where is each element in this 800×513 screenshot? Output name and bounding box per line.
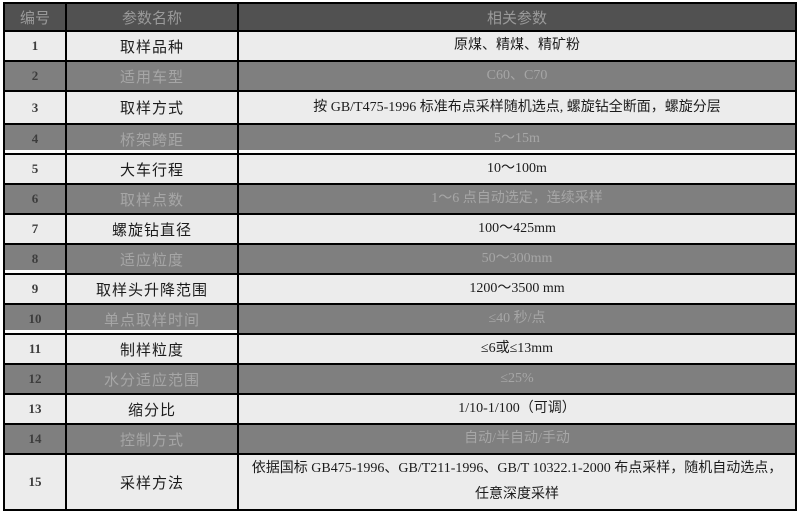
table-row: 7 螺旋钻直径 100～425mm [3,213,797,245]
cell-param-name: 适用车型 [65,60,239,92]
header-row: 编号 参数名称 相关参数 [3,2,797,32]
header-cell-number: 编号 [3,2,67,32]
table-row: 13 缩分比 1/10-1/100（可调） [3,393,797,425]
table-row: 14 控制方式 自动/半自动/手动 [3,423,797,455]
cell-number: 8 [3,243,67,275]
cell-param-value: 自动/半自动/手动 [237,423,797,455]
cell-param-value: ≤25% [237,363,797,395]
cell-number: 12 [3,363,67,395]
cell-param-name: 缩分比 [65,393,239,425]
cell-param-name: 取样头升降范围 [65,273,239,305]
cell-param-value: 1/10-1/100（可调） [237,393,797,425]
cell-param-value: 按 GB/T475-1996 标准布点采样随机选点, 螺旋钻全断面，螺旋分层 [237,90,797,125]
table-row: 10 单点取样时间 ≤40 秒/点 [3,303,797,335]
cell-param-name: 制样粒度 [65,333,239,365]
table-row: 12 水分适应范围 ≤25% [3,363,797,395]
cell-param-name: 适应粒度 [65,243,239,275]
table-row: 9 取样头升降范围 1200～3500 mm [3,273,797,305]
cell-param-value: 依据国标 GB475-1996、GB/T211-1996、GB/T 10322.… [237,453,797,511]
cell-param-value: 原煤、精煤、精矿粉 [237,30,797,62]
cell-param-value: 50～300mm [237,243,797,275]
table-row: 3 取样方式按 GB/T475-1996 标准布点采样随机选点, 螺旋钻全断面，螺… [3,90,797,125]
table-row: 1 取样品种 原煤、精煤、精矿粉 [3,30,797,62]
cell-number: 2 [3,60,67,92]
table-row: 6 取样点数 1～6 点自动选定，连续采样 [3,183,797,215]
header-cell-param-value: 相关参数 [237,2,797,32]
cell-number: 3 [3,90,67,125]
spec-table: 编号 参数名称 相关参数 1 取样品种 原煤、精煤、精矿粉 2 适用车型 C60、C70 3… [3,2,797,511]
cell-number: 11 [3,333,67,365]
cell-param-name: 大车行程 [65,153,239,185]
cell-param-name: 桥架跨距 [65,123,239,155]
cell-param-name: 取样品种 [65,30,239,62]
cell-number: 5 [3,153,67,185]
cell-param-value: ≤6或≤13mm [237,333,797,365]
table-row: 2 适用车型 C60、C70 [3,60,797,92]
cell-number: 10 [3,303,67,335]
cell-param-name: 水分适应范围 [65,363,239,395]
cell-number: 7 [3,213,67,245]
header-cell-param-name: 参数名称 [65,2,239,32]
cell-param-name: 单点取样时间 [65,303,239,335]
table-row: 4 桥架跨距 5～15m [3,123,797,155]
cell-param-value: 5～15m [237,123,797,155]
cell-number: 15 [3,453,67,511]
table-row: 11 制样粒度 ≤6或≤13mm [3,333,797,365]
cell-number: 13 [3,393,67,425]
cell-param-value: 1200～3500 mm [237,273,797,305]
cell-param-value: ≤40 秒/点 [237,303,797,335]
table-row: 8 适应粒度 50～300mm [3,243,797,275]
cell-number: 6 [3,183,67,215]
cell-number: 14 [3,423,67,455]
table-body: 1 取样品种 原煤、精煤、精矿粉 2 适用车型 C60、C70 3 取样方式按 GB/T475… [3,30,797,511]
cell-param-name: 控制方式 [65,423,239,455]
cell-number: 1 [3,30,67,62]
cell-param-value: 1～6 点自动选定，连续采样 [237,183,797,215]
cell-param-value: 100～425mm [237,213,797,245]
cell-number: 9 [3,273,67,305]
table-row: 5 大车行程 10～100m [3,153,797,185]
cell-param-name: 取样方式 [65,90,239,125]
cell-param-name: 采样方法 [65,453,239,511]
cell-param-value: C60、C70 [237,60,797,92]
cell-param-name: 取样点数 [65,183,239,215]
table-row: 15 采样方法 依据国标 GB475-1996、GB/T211-1996、GB/T … [3,453,797,511]
cell-number: 4 [3,123,67,155]
cell-param-name: 螺旋钻直径 [65,213,239,245]
cell-param-value: 10～100m [237,153,797,185]
